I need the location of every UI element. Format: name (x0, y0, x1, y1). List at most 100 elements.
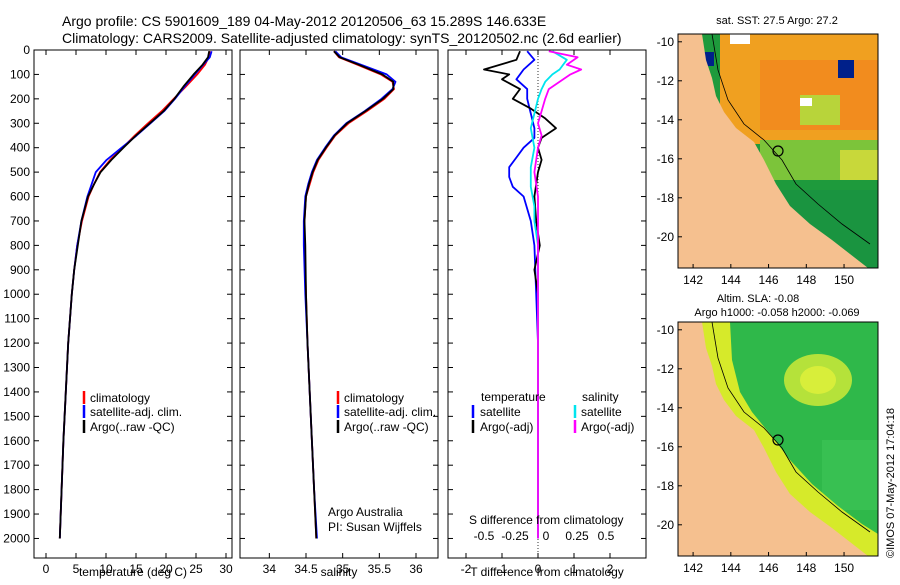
map-y-tick-label: -16 (657, 152, 675, 166)
map-x-tick-label: 148 (796, 561, 816, 575)
x-tick-label: 35.5 (368, 562, 392, 576)
s-difference-ticks: -0.5 -0.25 0 0.25 0.5 (474, 529, 615, 543)
sla-high-region (800, 366, 836, 394)
map-x-tick-label: 150 (834, 561, 854, 575)
y-tick-label: 300 (10, 116, 30, 130)
float-location-marker (772, 434, 784, 446)
sst-map-frame (677, 33, 879, 269)
x-tick-label: 10 (99, 562, 113, 576)
sst-land (678, 34, 868, 268)
figure-title-line2: Climatology: CARS2009. Satellite-adjuste… (62, 30, 622, 46)
x-tick-label: 35 (336, 562, 350, 576)
y-tick-label: 1200 (3, 336, 30, 350)
map-y-tick-label: -20 (657, 518, 675, 532)
series-line-satellite-adj-clim- (58, 50, 213, 539)
map-y-tick-label: -10 (657, 35, 675, 49)
sst-cloud-gap (800, 98, 812, 106)
s-tick-label: 0.5 (598, 529, 615, 543)
y-tick-label: 800 (10, 238, 30, 252)
map-x-tick-label: 142 (683, 273, 703, 287)
map-y-tick-label: -14 (657, 401, 675, 415)
series-line-argo-raw-qc- (303, 50, 395, 539)
legend-label-t-satellite: satellite (480, 405, 521, 419)
map-y-tick-label: -20 (657, 230, 675, 244)
y-tick-label: 200 (10, 92, 30, 106)
s-tick-label: -0.25 (501, 529, 529, 543)
legend-label-satellite: satellite-adj. clim. (344, 405, 436, 419)
map-x-tick-label: 144 (721, 273, 741, 287)
map-y-tick-label: -16 (657, 440, 675, 454)
legend-label-argo: Argo(..raw -QC) (90, 420, 175, 434)
sla-map: Altim. SLA: -0.08 Argo h1000: -0.058 h20… (657, 293, 879, 575)
legend-label-satellite: satellite-adj. clim. (90, 405, 182, 419)
map-x-tick-label: 142 (683, 561, 703, 575)
y-tick-label: 1500 (3, 409, 30, 423)
x-tick-label: 20 (159, 562, 173, 576)
legend-label-climatology: climatology (90, 391, 150, 405)
y-tick-label: 1900 (3, 507, 30, 521)
series-line-argo-adj- (483, 50, 557, 539)
figure-title-line1: Argo profile: CS 5901609_189 04-May-2012… (62, 13, 546, 29)
legend-label-climatology: climatology (344, 391, 404, 405)
series-line-argo-raw-qc- (58, 51, 211, 539)
map-x-tick-label: 144 (721, 561, 741, 575)
legend-label-t-argo: Argo(-adj) (480, 420, 533, 434)
x-tick-label: 30 (219, 562, 233, 576)
sst-cloud-gap (730, 34, 750, 44)
x-tick-label: 36 (409, 562, 423, 576)
x-tick-label: 2 (607, 562, 614, 576)
plot-frame (239, 49, 439, 559)
x-axis-label: temperature (deg C) (79, 565, 187, 579)
difference-panel: -2 -1 0 1 2T difference from climatology (447, 49, 647, 579)
y-tick-label: 1300 (3, 361, 30, 375)
x-tick-label: 15 (129, 562, 143, 576)
sla-map-info-line1: Altim. SLA: -0.08 (717, 293, 800, 305)
temperature-panel: 0 5 10 15 20 25 300100200300400500600700800900… (3, 43, 233, 579)
legend-label-s-satellite: satellite (581, 405, 622, 419)
y-tick-label: 1100 (4, 312, 30, 326)
map-y-tick-label: -12 (657, 362, 675, 376)
plot-frame (33, 49, 233, 559)
float-location-marker (772, 145, 784, 157)
legend-header-temperature: temperature (481, 390, 546, 404)
x-tick-label: -2 (461, 562, 472, 576)
y-tick-label: 1400 (3, 385, 30, 399)
legend-label-argo: Argo(..raw -QC) (344, 420, 429, 434)
s-tick-label: 0.25 (565, 529, 589, 543)
y-tick-label: 1800 (3, 483, 30, 497)
sla-map-frame (677, 321, 879, 557)
x-tick-label: 1 (571, 562, 578, 576)
salinity-panel: 34 34.5 35 35.5 36 salinity (239, 49, 439, 579)
x-tick-label: 5 (73, 562, 80, 576)
map-y-tick-label: -14 (657, 113, 675, 127)
map-y-tick-label: -12 (657, 74, 675, 88)
x-tick-label: -1 (497, 562, 508, 576)
x-axis-label: T difference from climatology (470, 565, 624, 579)
map-y-tick-label: -10 (657, 323, 675, 337)
x-tick-label: 25 (189, 562, 203, 576)
y-tick-label: 500 (10, 165, 30, 179)
sst-map-ticks: 142 144 146 148 150 -10 -12 -14 -16 -18 -20 (657, 35, 855, 287)
map-y-tick-label: -18 (657, 479, 675, 493)
y-tick-label: 400 (10, 141, 30, 155)
sst-map: sat. SST: 27.5 Argo: 27.2 142 144 146 148 15… (657, 15, 879, 287)
s-tick-label: -0.5 (474, 529, 495, 543)
sst-mid-region (840, 150, 878, 180)
y-tick-label: 600 (10, 190, 30, 204)
series-line-climatology (303, 50, 395, 539)
map-x-tick-label: 150 (834, 273, 854, 287)
x-tick-label: 34 (263, 562, 277, 576)
annotation-line2: PI: Susan Wijffels (328, 520, 422, 534)
map-x-tick-label: 146 (759, 273, 779, 287)
annotation-line1: Argo Australia (328, 505, 403, 519)
legend-header-salinity: salinity (582, 390, 619, 404)
series-line-argo-adj- (533, 50, 583, 539)
y-tick-label: 2000 (3, 531, 30, 545)
y-tick-label: 100 (10, 67, 30, 81)
salinity-legend: climatology satellite-adj. clim. Argo(..… (336, 391, 436, 434)
x-tick-label: 0 (43, 562, 50, 576)
y-tick-label: 1600 (3, 434, 30, 448)
y-tick-label: 1700 (3, 458, 30, 472)
salinity-annotation: Argo Australia PI: Susan Wijffels (328, 505, 422, 534)
